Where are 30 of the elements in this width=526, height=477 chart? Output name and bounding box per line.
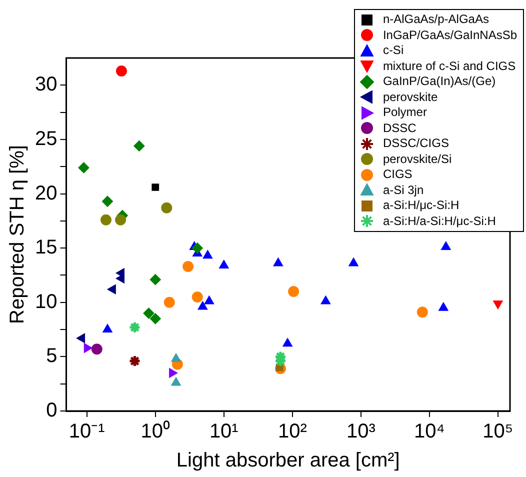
legend-label: n-AlGaAs/p-AlGaAs bbox=[382, 12, 489, 28]
y-tick-label: 30 bbox=[34, 74, 58, 96]
y-tick-label: 15 bbox=[34, 236, 58, 259]
legend-label: DSSC/CIGS bbox=[382, 136, 449, 152]
legend-label: perovskite/Si bbox=[382, 152, 452, 167]
legend-label: c-Si bbox=[382, 43, 404, 58]
legend-label: perovskite bbox=[382, 90, 438, 105]
y-tick-label: 5 bbox=[46, 345, 58, 368]
x-tick-label: 10³ bbox=[346, 420, 376, 443]
legend-label: mixture of c-Si and CIGS bbox=[382, 58, 516, 74]
x-tick-label: 10⁰ bbox=[140, 420, 170, 443]
legend-label: Polymer bbox=[382, 105, 427, 120]
x-tick-label: 10⁴ bbox=[414, 420, 445, 443]
x-tick-label: 10⁻¹ bbox=[68, 420, 106, 443]
y-tick-label: 0 bbox=[46, 400, 58, 422]
legend-label: CIGS bbox=[382, 167, 412, 182]
x-axis-title: Light absorber area [cm²] bbox=[176, 450, 400, 472]
legend-label: DSSC bbox=[382, 120, 416, 136]
legend-label: GaInP/Ga(In)As/(Ge) bbox=[382, 74, 496, 90]
x-tick-label: 10⁵ bbox=[482, 420, 514, 443]
y-tick-label: 25 bbox=[34, 128, 58, 150]
y-tick-label: 20 bbox=[34, 182, 58, 204]
x-tick-label: 10¹ bbox=[209, 420, 239, 443]
legend-label: InGaP/GaAs/GaInNAsSb bbox=[382, 28, 517, 43]
legend-label: a-Si:H/a-Si:H/μc-Si:H bbox=[382, 214, 496, 229]
y-tick-label: 10 bbox=[34, 290, 58, 313]
legend-label: a-Si 3jn bbox=[382, 182, 424, 198]
x-tick-label: 10² bbox=[278, 420, 308, 443]
y-axis-title: Reported STH η [%] bbox=[6, 145, 29, 324]
legend-label: a-Si:H/μc-Si:H bbox=[382, 198, 460, 214]
